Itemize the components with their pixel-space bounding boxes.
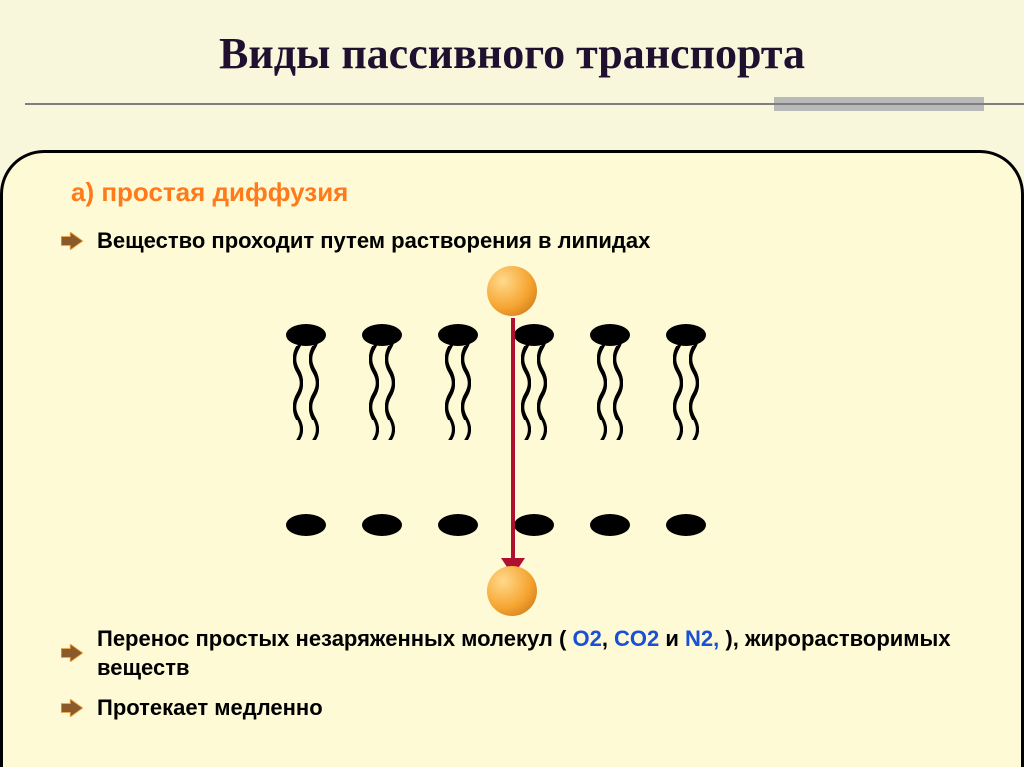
content-panel: а) простая диффузия Вещество проходит пу… [0, 150, 1024, 767]
bullet-2-sep2: и [659, 626, 685, 651]
bullet-1: Вещество проходит путем растворения в ли… [61, 226, 993, 256]
arrow-right-icon [61, 232, 83, 250]
bullet-2-pre: Перенос простых незаряженных молекул ( [97, 626, 572, 651]
lipid-tail [461, 326, 471, 420]
chem-o2: O2 [572, 626, 601, 651]
lipid [434, 442, 482, 536]
bullet-2-text: Перенос простых незаряженных молекул ( O… [97, 624, 993, 683]
lipid-tail [673, 326, 683, 420]
lipid-tail [613, 326, 623, 420]
lipid [282, 442, 330, 536]
lipid-tail [309, 326, 319, 420]
lipid-head [438, 514, 478, 536]
arrow-right-icon [61, 699, 83, 717]
molecule-top [487, 266, 537, 316]
molecule-bottom [487, 566, 537, 616]
lipid-tails [358, 326, 406, 420]
bullet-3: Протекает медленно [61, 693, 993, 723]
lipid-tail [445, 326, 455, 420]
lipid-tail [597, 326, 607, 420]
bullet-1-text: Вещество проходит путем растворения в ли… [97, 226, 650, 256]
chem-co2: CO2 [614, 626, 659, 651]
lipid-head [286, 514, 326, 536]
lipid-tail [385, 326, 395, 420]
title-underline [0, 97, 1024, 121]
lipid [662, 442, 710, 536]
lipid-tail [293, 326, 303, 420]
slide-title: Виды пассивного транспорта [0, 0, 1024, 79]
lipid-tails [662, 326, 710, 420]
lipid-head [666, 514, 706, 536]
bullet-2: Перенос простых незаряженных молекул ( O… [61, 624, 993, 683]
arrow-right-icon [61, 644, 83, 662]
lipid-tails [586, 326, 634, 420]
bottom-bullets: Перенос простых незаряженных молекул ( O… [31, 624, 993, 723]
lipid-tail [521, 326, 531, 420]
lipid-tail [369, 326, 379, 420]
diffusion-arrow-line [511, 318, 515, 564]
lipid-head [514, 514, 554, 536]
membrane-diagram [282, 266, 742, 616]
bullet-3-text: Протекает медленно [97, 693, 323, 723]
lipid-head [590, 514, 630, 536]
lipid-head [362, 514, 402, 536]
slide: Виды пассивного транспорта а) простая ди… [0, 0, 1024, 767]
bullet-2-sep1: , [602, 626, 614, 651]
lipid-tails [282, 326, 330, 420]
lipid [586, 442, 634, 536]
underline-main [25, 103, 1024, 105]
lipid-tail [689, 326, 699, 420]
lipid [510, 442, 558, 536]
section-subtitle: а) простая диффузия [71, 177, 993, 208]
lipid-tail [537, 326, 547, 420]
chem-n2: N2, [685, 626, 719, 651]
lipid-tails [510, 326, 558, 420]
lipid [358, 442, 406, 536]
lipid-tails [434, 326, 482, 420]
